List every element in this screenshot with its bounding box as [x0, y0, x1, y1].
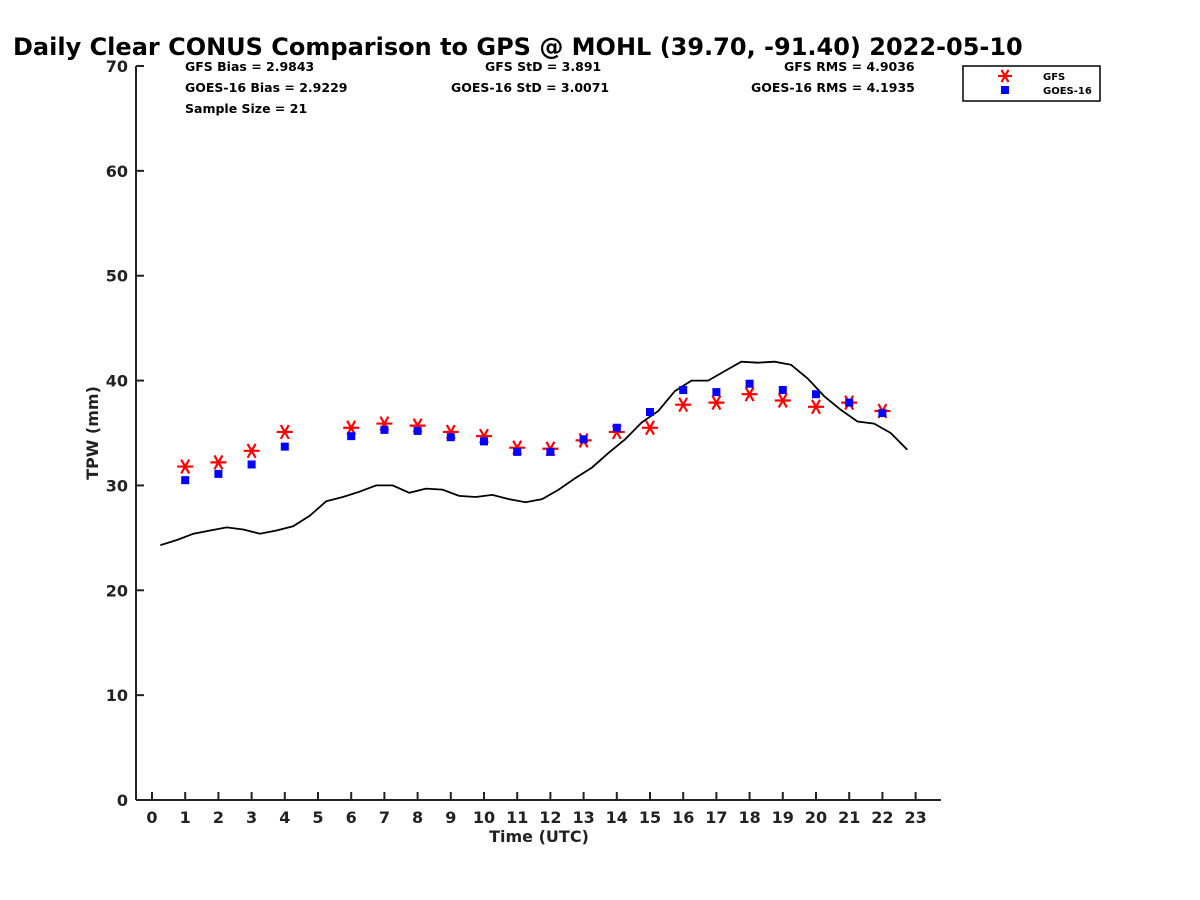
x-tick-label: 21: [838, 808, 860, 827]
gfs-point-stroke: [180, 459, 191, 475]
x-tick-label: 20: [805, 808, 827, 827]
stat-gfs-bias: GFS Bias = 2.9843: [185, 59, 314, 74]
stat-sample-size: Sample Size = 21: [185, 101, 307, 116]
x-tick-label: 6: [346, 808, 357, 827]
y-tick-label: 20: [106, 581, 128, 600]
legend-label-gfs: GFS: [1043, 72, 1065, 83]
x-tick-label: 2: [213, 808, 224, 827]
x-tick-label: 5: [312, 808, 323, 827]
y-tick-label: 10: [106, 686, 128, 705]
legend-goes-square-marker: [1001, 86, 1009, 94]
y-tick-label: 0: [117, 791, 128, 810]
legend-gfs-asterisk-marker: [998, 69, 1012, 83]
legend-gfs-asterisk: [998, 69, 1012, 83]
x-tick-label: 22: [871, 808, 893, 827]
gfs-point-stroke: [711, 395, 722, 411]
gfs-point-stroke: [246, 443, 257, 459]
x-tick-label: 19: [772, 808, 794, 827]
x-tick-label: 14: [606, 808, 628, 827]
goes16-point: [778, 386, 787, 395]
y-tick-label: 30: [106, 476, 128, 495]
goes16-point: [579, 435, 588, 444]
y-tick-label: 40: [106, 372, 128, 391]
gfs-point-stroke: [744, 386, 755, 402]
goes16-point: [745, 379, 754, 388]
goes16-point: [413, 426, 422, 435]
goes16-point: [712, 388, 721, 397]
x-tick-label: 0: [146, 808, 157, 827]
goes16-point: [679, 386, 688, 395]
gfs-point: [276, 424, 293, 440]
stat-goes-std: GOES-16 StD = 3.0071: [451, 80, 609, 95]
gfs-point-stroke: [213, 454, 224, 470]
gfs-point: [177, 459, 194, 475]
stat-gfs-std: GFS StD = 3.891: [485, 59, 601, 74]
y-tick-label: 60: [106, 162, 128, 181]
gfs-point-stroke: [678, 397, 689, 413]
x-tick-label: 3: [246, 808, 257, 827]
goes16-point: [513, 447, 522, 456]
legend-label-goes: GOES-16: [1043, 86, 1092, 97]
gfs-point: [808, 399, 824, 415]
y-tick-label: 70: [106, 57, 128, 76]
x-tick-label: 7: [379, 808, 390, 827]
goes16-point: [646, 408, 654, 417]
x-tick-label: 1: [180, 808, 191, 827]
gfs-point: [642, 420, 658, 436]
gps-series-line: [160, 360, 908, 547]
x-axis-label: Time (UTC): [489, 827, 589, 846]
goes16-point: [480, 437, 488, 446]
stat-goes-rms: GOES-16 RMS = 4.1935: [751, 80, 915, 95]
gfs-point-stroke: [811, 399, 821, 415]
goes16-point: [380, 425, 389, 434]
x-tick-label: 15: [639, 808, 661, 827]
goes16-point: [812, 390, 820, 399]
x-tick-label: 17: [705, 808, 727, 827]
legend: GFS GOES-16: [962, 65, 1101, 102]
gfs-point-stroke: [645, 420, 655, 436]
goes16-point: [214, 469, 223, 478]
y-tick-label: 50: [106, 267, 128, 286]
stat-goes-bias: GOES-16 Bias = 2.9229: [185, 80, 347, 95]
gfs-point: [708, 395, 725, 411]
chart-title: Daily Clear CONUS Comparison to GPS @ MO…: [13, 33, 1023, 61]
gfs-point: [741, 386, 758, 402]
goes16-point: [446, 433, 455, 442]
gfs-point: [774, 393, 791, 408]
x-tick-label: 8: [412, 808, 423, 827]
y-axis-label: TPW (mm): [83, 386, 102, 480]
gfs-point-stroke: [777, 393, 788, 408]
goes16-point: [247, 460, 256, 469]
stat-gfs-rms: GFS RMS = 4.9036: [784, 59, 915, 74]
goes16-point: [280, 442, 289, 451]
x-tick-label: 12: [539, 808, 561, 827]
x-tick-label: 23: [904, 808, 926, 827]
goes16-point: [612, 423, 621, 432]
x-tick-label: 9: [445, 808, 456, 827]
gfs-point: [243, 443, 260, 459]
x-tick-label: 13: [572, 808, 594, 827]
goes16-point: [347, 432, 356, 441]
x-tick-label: 16: [672, 808, 694, 827]
x-tick-label: 18: [738, 808, 760, 827]
x-tick-label: 11: [506, 808, 528, 827]
legend-box: [962, 65, 1101, 102]
gfs-point: [675, 397, 692, 413]
gfs-point-stroke: [279, 424, 290, 440]
x-tick-label: 10: [473, 808, 495, 827]
goes16-point: [181, 476, 190, 485]
goes16-point: [845, 398, 854, 407]
legend-gfs-asterisk-stroke: [1000, 69, 1010, 83]
goes16-point: [546, 447, 555, 456]
x-tick-label: 4: [279, 808, 290, 827]
goes16-point: [878, 409, 887, 418]
gfs-point: [210, 454, 227, 470]
